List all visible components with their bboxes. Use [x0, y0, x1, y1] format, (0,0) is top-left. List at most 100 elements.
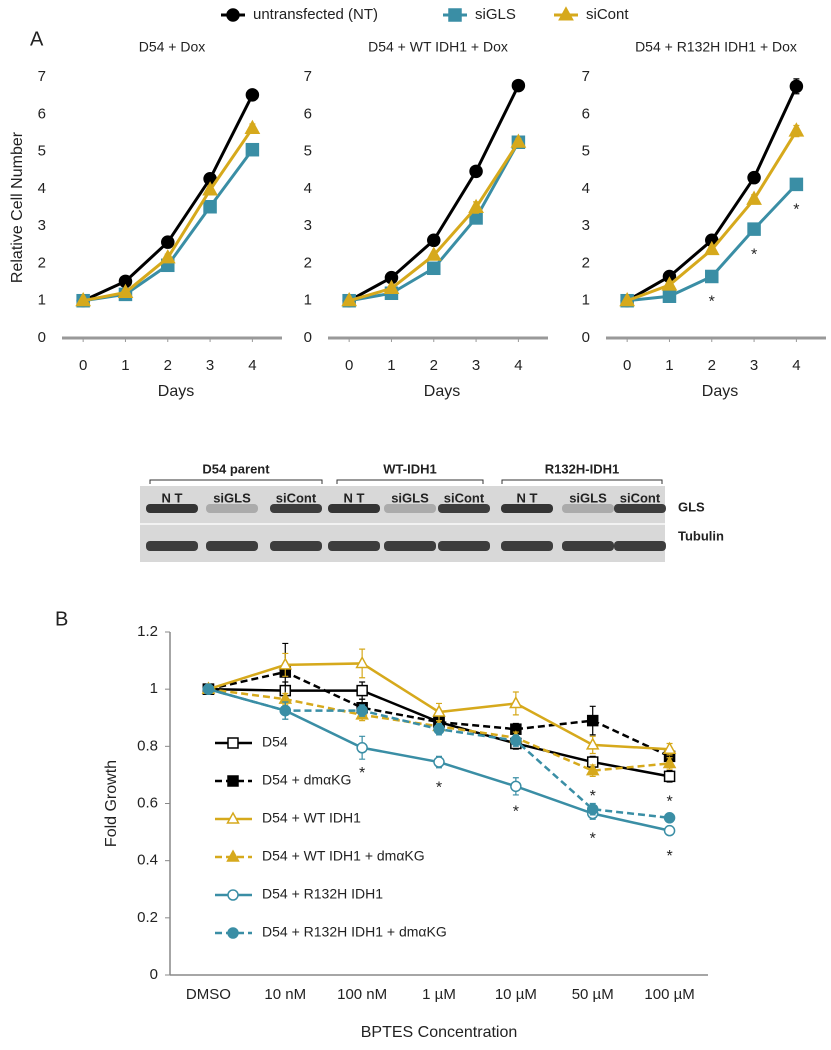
annotation: * [666, 848, 672, 865]
series-line [82, 127, 254, 303]
y-tick-label: 6 [304, 105, 312, 122]
x-tick-label: 0 [345, 357, 353, 374]
x-tick-label: 1 [387, 357, 395, 374]
blot-lane-label: siGLS [569, 490, 607, 505]
y-tick-label: 3 [582, 217, 590, 234]
legend-marker [448, 8, 462, 22]
marker [586, 714, 599, 727]
x-tick-label: 3 [206, 357, 214, 374]
x-axis-label: Days [424, 383, 460, 400]
marker [663, 812, 676, 824]
annotation: * [709, 294, 715, 311]
blot-band [146, 504, 198, 513]
blot-band [328, 541, 380, 551]
x-tick-label: 10 µM [495, 986, 537, 1003]
blot-band [614, 504, 666, 513]
x-tick-label: 4 [248, 357, 256, 374]
y-tick-label: 2 [582, 254, 590, 271]
blot-lane-label: siCont [444, 490, 485, 505]
blot-band [438, 541, 490, 551]
legend-marker [227, 927, 239, 939]
legend-marker [226, 849, 240, 862]
y-tick-label: 1 [38, 292, 46, 309]
x-tick-label: 100 µM [644, 986, 694, 1003]
x-tick-label: 2 [708, 357, 716, 374]
legend-marker [227, 889, 239, 901]
marker [425, 246, 442, 261]
annotation: * [513, 804, 519, 821]
annotation: * [590, 788, 596, 805]
marker [202, 683, 215, 695]
legend-label: D54 + R132H IDH1 + dmαKG [262, 924, 447, 940]
annotation: * [590, 831, 596, 848]
x-tick-label: 0 [623, 357, 631, 374]
marker [159, 249, 176, 264]
y-tick-label: 0 [38, 329, 46, 346]
marker [161, 235, 175, 249]
marker [244, 119, 261, 135]
marker [433, 756, 445, 768]
legend-marker [558, 6, 574, 21]
marker [278, 657, 293, 670]
y-tick-label: 4 [38, 180, 46, 197]
y-tick-label: 3 [38, 217, 46, 234]
annotation: * [359, 765, 365, 782]
marker [586, 803, 599, 815]
marker [511, 78, 526, 93]
legend-label: siCont [586, 6, 629, 23]
legend-label: untransfected (NT) [253, 6, 378, 23]
chart-title: D54 + Dox [139, 39, 206, 55]
blot-band [501, 504, 553, 513]
legend-marker [226, 8, 240, 22]
marker [663, 824, 676, 837]
blot-band [562, 541, 614, 551]
marker [202, 181, 218, 196]
series-line [348, 141, 520, 303]
y-tick-label: 0.6 [137, 794, 158, 811]
marker [427, 261, 441, 276]
legend-label: D54 + dmαKG [262, 772, 351, 788]
x-axis-label: Days [158, 383, 194, 400]
blot-lane-label: siGLS [391, 490, 429, 505]
marker [585, 763, 600, 776]
x-tick-label: 2 [430, 357, 438, 374]
y-tick-label: 0.2 [137, 909, 158, 926]
blot-band [206, 541, 258, 551]
blot-band-label: GLS [678, 499, 705, 514]
x-tick-label: DMSO [186, 986, 231, 1003]
marker [432, 704, 446, 717]
blot-band [384, 541, 436, 551]
x-tick-label: 50 µM [572, 986, 614, 1003]
marker [509, 695, 523, 709]
marker [245, 142, 260, 157]
annotation: * [751, 246, 757, 263]
legend-label: siGLS [475, 6, 516, 23]
blot-band [270, 541, 322, 551]
blot-band [384, 504, 436, 513]
y-tick-label: 3 [304, 217, 312, 234]
marker [203, 200, 217, 214]
marker [662, 755, 677, 769]
y-tick-label: 0 [304, 329, 312, 346]
marker [746, 190, 762, 205]
chart-title: D54 + WT IDH1 + Dox [368, 39, 508, 55]
blot-lane-label: siGLS [213, 490, 251, 505]
marker [469, 164, 483, 179]
marker [788, 122, 805, 137]
y-tick-label: 5 [304, 143, 312, 160]
marker [468, 198, 484, 214]
y-tick-label: 4 [582, 180, 590, 197]
y-tick-label: 4 [304, 180, 312, 197]
x-tick-label: 4 [792, 357, 800, 374]
legend-label: D54 + WT IDH1 + dmαKG [262, 848, 425, 864]
x-tick-label: 1 µM [422, 986, 456, 1003]
blot-lane-label: siCont [276, 490, 317, 505]
y-tick-label: 7 [38, 68, 46, 85]
marker [356, 742, 368, 754]
x-tick-label: 3 [472, 357, 480, 374]
blot-band [270, 504, 322, 513]
marker [705, 269, 719, 284]
blot-band [328, 504, 380, 513]
x-tick-label: 1 [665, 357, 673, 374]
